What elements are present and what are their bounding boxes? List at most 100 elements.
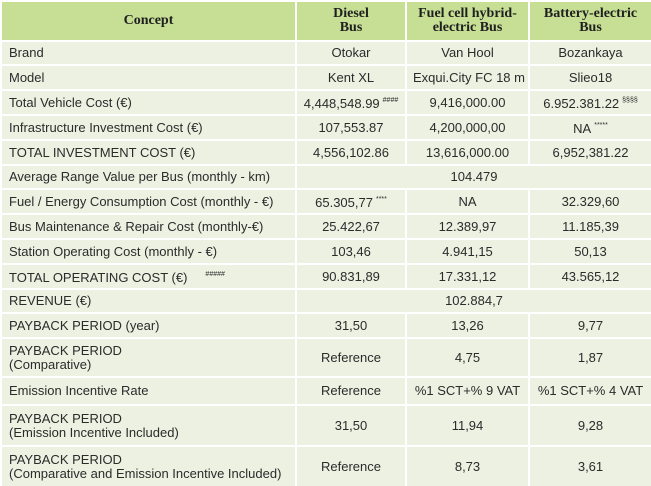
label-line: Average Range Value per Bus (monthly - k… (9, 169, 271, 184)
cell-value: 4,556,102.86 (313, 144, 389, 160)
row-label: TOTAL INVESTMENT COST (€) (0, 139, 297, 166)
table-row: TOTAL OPERATING COST (€) ##### 90.831,89 17… (0, 263, 651, 290)
cell-value: Van Hool (441, 45, 494, 60)
cell: 8,73 (405, 445, 530, 486)
header-line: Battery-electric (543, 6, 638, 21)
cell: 103,46 (295, 238, 407, 265)
cell-value: 4,75 (454, 349, 481, 365)
label-line: Brand (9, 45, 44, 60)
row-label: Fuel / Energy Consumption Cost (monthly … (0, 188, 297, 215)
cell: Kent XL (295, 64, 407, 91)
cell: 6.952.381.22 §§§§ (528, 89, 651, 116)
cell: Van Hool (405, 40, 530, 66)
label-line: PAYBACK PERIOD (year) (9, 317, 160, 333)
footnote-mark: **** (375, 196, 387, 203)
cell-value: 12.389,97 (438, 218, 497, 234)
cell: 9,28 (528, 404, 651, 447)
cell: Reference (295, 376, 407, 406)
cell: 107,553.87 (295, 114, 407, 141)
cell-value: 13,26 (451, 317, 484, 333)
column-header: Diesel Bus (295, 0, 407, 42)
cell: Bozankaya (528, 40, 651, 66)
header-line: Diesel (333, 6, 369, 21)
cell: 25.422,67 (295, 213, 407, 240)
cell: 11,94 (405, 404, 530, 447)
cell-value: %1 SCT+% 4 VAT (537, 383, 644, 398)
merged-cell: 104.479 (295, 164, 651, 190)
cell-value: 6,952,381.22 (552, 144, 629, 160)
label-line: Model (9, 69, 45, 85)
merged-cell: 102.884,7 (295, 288, 651, 314)
cell-value: Reference (321, 349, 381, 365)
cell-value: 107,553.87 (318, 119, 384, 135)
cell-value: 31,50 (334, 317, 368, 333)
row-label: REVENUE (€) (0, 288, 297, 314)
label-line: REVENUE (€) (9, 293, 92, 308)
cell: Reference (295, 337, 407, 378)
cell-value: Slieo18 (568, 69, 613, 85)
cell: 9,416,000.00 (405, 89, 530, 116)
row-label: Total Vehicle Cost (€) (0, 89, 297, 116)
cell: 9,77 (528, 312, 651, 339)
cell: Slieo18 (528, 64, 651, 91)
cell: Otokar (295, 40, 407, 66)
row-label: Bus Maintenance & Repair Cost (monthly-€… (0, 213, 297, 240)
label-line: Station Operating Cost (monthly - €) (9, 243, 218, 259)
row-label: Station Operating Cost (monthly - €) (0, 238, 297, 265)
row-label: Emission Incentive Rate (0, 376, 297, 406)
cell-value: 3,61 (577, 458, 604, 474)
table-row: Brand Otokar Van Hool Bozankaya (0, 40, 651, 66)
label-line: Infrastructure Investment Cost (€) (9, 119, 203, 135)
cell-value: 4,200,000,00 (429, 119, 506, 135)
cell-value: 4.941,15 (442, 243, 493, 259)
cell-value: NA (573, 121, 592, 136)
label-line: Total Vehicle Cost (€) (9, 94, 132, 110)
cell: 32.329,60 (528, 188, 651, 215)
cell: 3,61 (528, 445, 651, 486)
cell-value: 4,448,548.99 (303, 96, 380, 111)
cell-value: 25.422,67 (322, 218, 380, 234)
cell: 4,75 (405, 337, 530, 378)
cell: 1,87 (528, 337, 651, 378)
table-row: Total Vehicle Cost (€) 4,448,548.99 #### 9,… (0, 89, 651, 116)
cell-value: 65.305,77 (315, 195, 373, 210)
label-line: PAYBACK PERIOD (9, 451, 122, 467)
table-row: PAYBACK PERIOD (Comparative) Reference 4,75… (0, 337, 651, 378)
row-label: Brand (0, 40, 297, 66)
cell-value: 90.831,89 (322, 268, 380, 284)
row-label: PAYBACK PERIOD (Comparative and Emission … (0, 445, 297, 486)
cell-value: 11.185,39 (562, 218, 619, 234)
label-line: Fuel / Energy Consumption Cost (monthly … (9, 193, 274, 209)
label-line: TOTAL INVESTMENT COST (€) (9, 144, 196, 160)
cell: 17.331,12 (405, 263, 530, 290)
cell-value: 103,46 (331, 243, 371, 259)
cell: %1 SCT+% 4 VAT (528, 376, 651, 406)
cell: 31,50 (295, 404, 407, 447)
table-row: PAYBACK PERIOD (Comparative and Emission … (0, 445, 651, 486)
header-row: Concept Diesel Bus Fuel cell hybrid-electri… (0, 0, 651, 42)
cell: 50,13 (528, 238, 651, 265)
cell-value: Otokar (331, 45, 371, 60)
cell-value: 13,616,000.00 (425, 144, 510, 160)
table-row: Fuel / Energy Consumption Cost (monthly … (0, 188, 651, 215)
cell-value: 9,28 (577, 417, 604, 433)
cell-value: 43.565,12 (561, 268, 620, 284)
cell: 65.305,77 **** (295, 188, 407, 215)
row-label: TOTAL OPERATING COST (€) ##### (0, 263, 297, 290)
label-line: Bus Maintenance & Repair Cost (monthly-€… (9, 218, 264, 234)
label-line: PAYBACK PERIOD (9, 410, 122, 426)
header-line: Concept (123, 13, 174, 28)
cell-value: Reference (321, 458, 381, 474)
cell: 43.565,12 (528, 263, 651, 290)
label-line: Emission Incentive Rate (9, 383, 149, 398)
row-label: Average Range Value per Bus (monthly - k… (0, 164, 297, 190)
cell: 11.185,39 (528, 213, 651, 240)
table-row: Average Range Value per Bus (monthly - k… (0, 164, 651, 190)
row-label: PAYBACK PERIOD (year) (0, 312, 297, 339)
cell: 13,26 (405, 312, 530, 339)
cell-value: Exqui.City FC 18 m (413, 69, 525, 85)
cell: %1 SCT+% 9 VAT (405, 376, 530, 406)
header-line: Bus (339, 20, 363, 35)
cell: 13,616,000.00 (405, 139, 530, 166)
